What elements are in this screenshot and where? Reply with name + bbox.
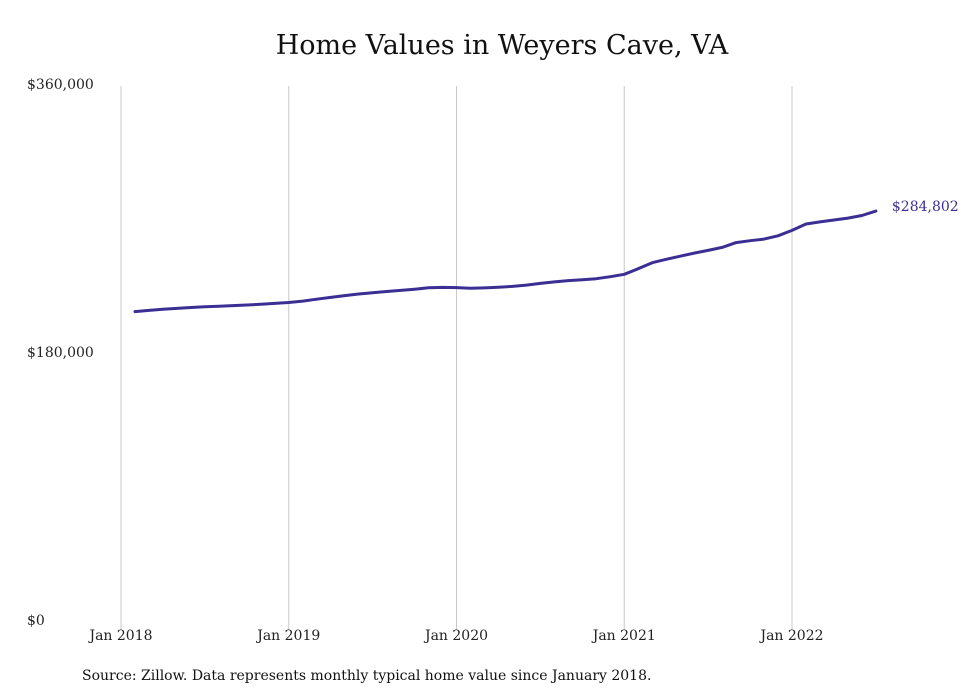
x-tick-label: Jan 2022 (758, 628, 823, 644)
gridlines (120, 86, 793, 630)
series-layer: $284,802 (133, 199, 959, 314)
x-tick-label: Jan 2019 (255, 628, 320, 644)
axis-labels: Jan 2018 Jan 2019 Jan 2020 Jan 2021 Jan 2022… (27, 77, 824, 644)
chart-title: Home Values in Weyers Cave, VA (275, 30, 729, 61)
y-tick-label: $0 (27, 613, 45, 629)
series-line (133, 209, 878, 314)
end-value-label: $284,802 (892, 199, 959, 215)
x-tick-label: Jan 2018 (87, 628, 152, 644)
y-tick-label: $360,000 (27, 77, 94, 93)
x-tick-label: Jan 2020 (423, 628, 488, 644)
source-note: Source: Zillow. Data represents monthly … (82, 668, 652, 684)
y-tick-label: $180,000 (27, 345, 94, 361)
x-tick-label: Jan 2021 (591, 628, 656, 644)
